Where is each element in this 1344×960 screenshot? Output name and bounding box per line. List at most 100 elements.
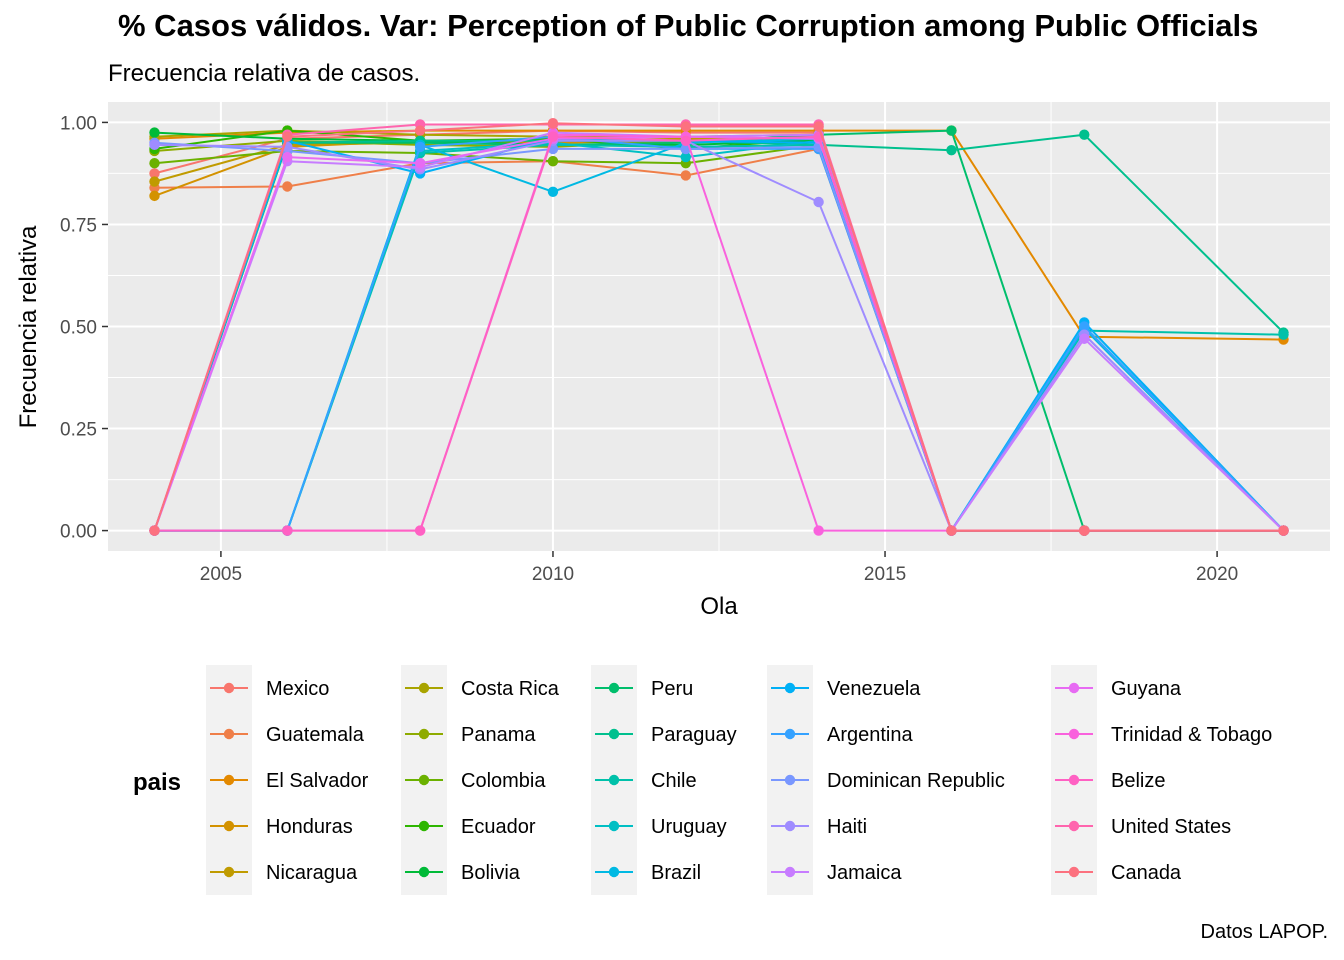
legend-label: Chile (651, 770, 697, 792)
series-layer (149, 118, 1289, 536)
y-tick-label: 0.00 (60, 522, 97, 543)
data-point (414, 525, 426, 536)
legend-label: Peru (651, 678, 693, 700)
legend-key-point (1068, 866, 1080, 878)
legend-item-peru: Peru (591, 665, 693, 711)
legend-item-colombia: Colombia (401, 757, 546, 803)
legend-item-belize: Belize (1051, 757, 1165, 803)
data-point (1278, 525, 1289, 536)
legend-label: United States (1111, 816, 1231, 838)
data-point (282, 131, 293, 142)
legend-label: Trinidad & Tobago (1111, 724, 1272, 746)
data-point (813, 196, 824, 208)
data-point (547, 186, 559, 197)
data-point (149, 168, 160, 179)
data-point (1079, 321, 1090, 332)
y-tick-label: 1.00 (60, 113, 97, 134)
x-tick-label: 2015 (864, 564, 906, 585)
legend-key-point (1068, 774, 1080, 786)
data-point (680, 170, 691, 181)
legend-key-point (608, 774, 620, 786)
legend-item-trinidad-tobago: Trinidad & Tobago (1051, 711, 1272, 757)
legend-item-argentina: Argentina (767, 711, 913, 757)
data-point (149, 158, 160, 169)
data-point (149, 190, 160, 202)
legend-label: Belize (1111, 770, 1165, 792)
data-point (813, 525, 824, 536)
legend-label: Guatemala (266, 724, 365, 746)
legend-label: El Salvador (266, 770, 369, 792)
series-canada (149, 118, 1289, 536)
legend-key-point (223, 682, 235, 694)
x-axis-title: Ola (700, 593, 738, 620)
legend-key-point (608, 866, 620, 878)
legend-item-dominican-republic: Dominican Republic (767, 757, 1005, 803)
data-point (946, 525, 957, 536)
data-point (547, 131, 559, 142)
legend-item-guyana: Guyana (1051, 665, 1182, 711)
chart-subtitle: Frecuencia relativa de casos. (108, 60, 421, 87)
legend-item-brazil: Brazil (591, 849, 701, 895)
legend-item-jamaica: Jamaica (767, 849, 902, 895)
x-tick-label: 2010 (532, 564, 574, 585)
data-point (813, 121, 824, 132)
legend-label: Costa Rica (461, 678, 560, 700)
legend-key-point (784, 682, 796, 694)
legend-label: Ecuador (461, 816, 536, 838)
data-point (547, 118, 559, 129)
legend-key-point (223, 866, 235, 878)
legend-key-point (1068, 820, 1080, 832)
legend: Mexico Guatemala El Salvador Honduras Nicara… (206, 665, 1272, 895)
legend-label: Panama (461, 724, 536, 746)
legend-label: Uruguay (651, 816, 727, 838)
legend-key-point (418, 682, 430, 694)
legend-key-point (223, 774, 235, 786)
data-point (282, 181, 293, 192)
legend-label: Brazil (651, 862, 701, 884)
legend-item-mexico: Mexico (206, 665, 329, 711)
data-point (414, 158, 426, 169)
legend-label: Bolivia (461, 862, 521, 884)
legend-item-uruguay: Uruguay (591, 803, 727, 849)
data-point (149, 525, 160, 536)
data-point (946, 125, 957, 136)
legend-item-costa-rica: Costa Rica (401, 665, 560, 711)
legend-label: Paraguay (651, 724, 737, 746)
legend-key-point (223, 728, 235, 740)
legend-item-venezuela: Venezuela (767, 665, 921, 711)
data-point (547, 155, 559, 167)
data-point (1079, 129, 1090, 140)
legend-key-point (418, 820, 430, 832)
data-point (1079, 333, 1090, 344)
data-point (414, 125, 426, 136)
legend-label: Nicaragua (266, 862, 358, 884)
data-point (282, 525, 293, 536)
y-axis-title: Frecuencia relativa (15, 225, 42, 428)
y-tick-label: 0.50 (60, 318, 97, 339)
legend-label: Honduras (266, 816, 353, 838)
axes: 2005 2010 2015 2020 0.00 0.25 0.50 0.75 1.00 (60, 113, 1238, 585)
legend-key-point (608, 728, 620, 740)
legend-label: Venezuela (827, 678, 921, 700)
data-point (680, 135, 691, 146)
legend-item-chile: Chile (591, 757, 697, 803)
legend-key-point (223, 820, 235, 832)
legend-key-point (784, 728, 796, 740)
legend-key-point (418, 774, 430, 786)
legend-key-point (784, 866, 796, 878)
x-tick-label: 2005 (200, 564, 242, 585)
data-point (282, 151, 293, 163)
data-point (1079, 525, 1090, 536)
legend-item-honduras: Honduras (206, 803, 353, 849)
legend-key-point (418, 866, 430, 878)
legend-item-canada: Canada (1051, 849, 1182, 895)
data-point (1278, 329, 1289, 340)
y-tick-label: 0.25 (60, 420, 97, 441)
legend-key-point (418, 728, 430, 740)
legend-label: Colombia (461, 770, 546, 792)
legend-key-point (608, 820, 620, 832)
legend-item-united-states: United States (1051, 803, 1231, 849)
data-point (414, 141, 426, 153)
data-point (946, 144, 957, 156)
